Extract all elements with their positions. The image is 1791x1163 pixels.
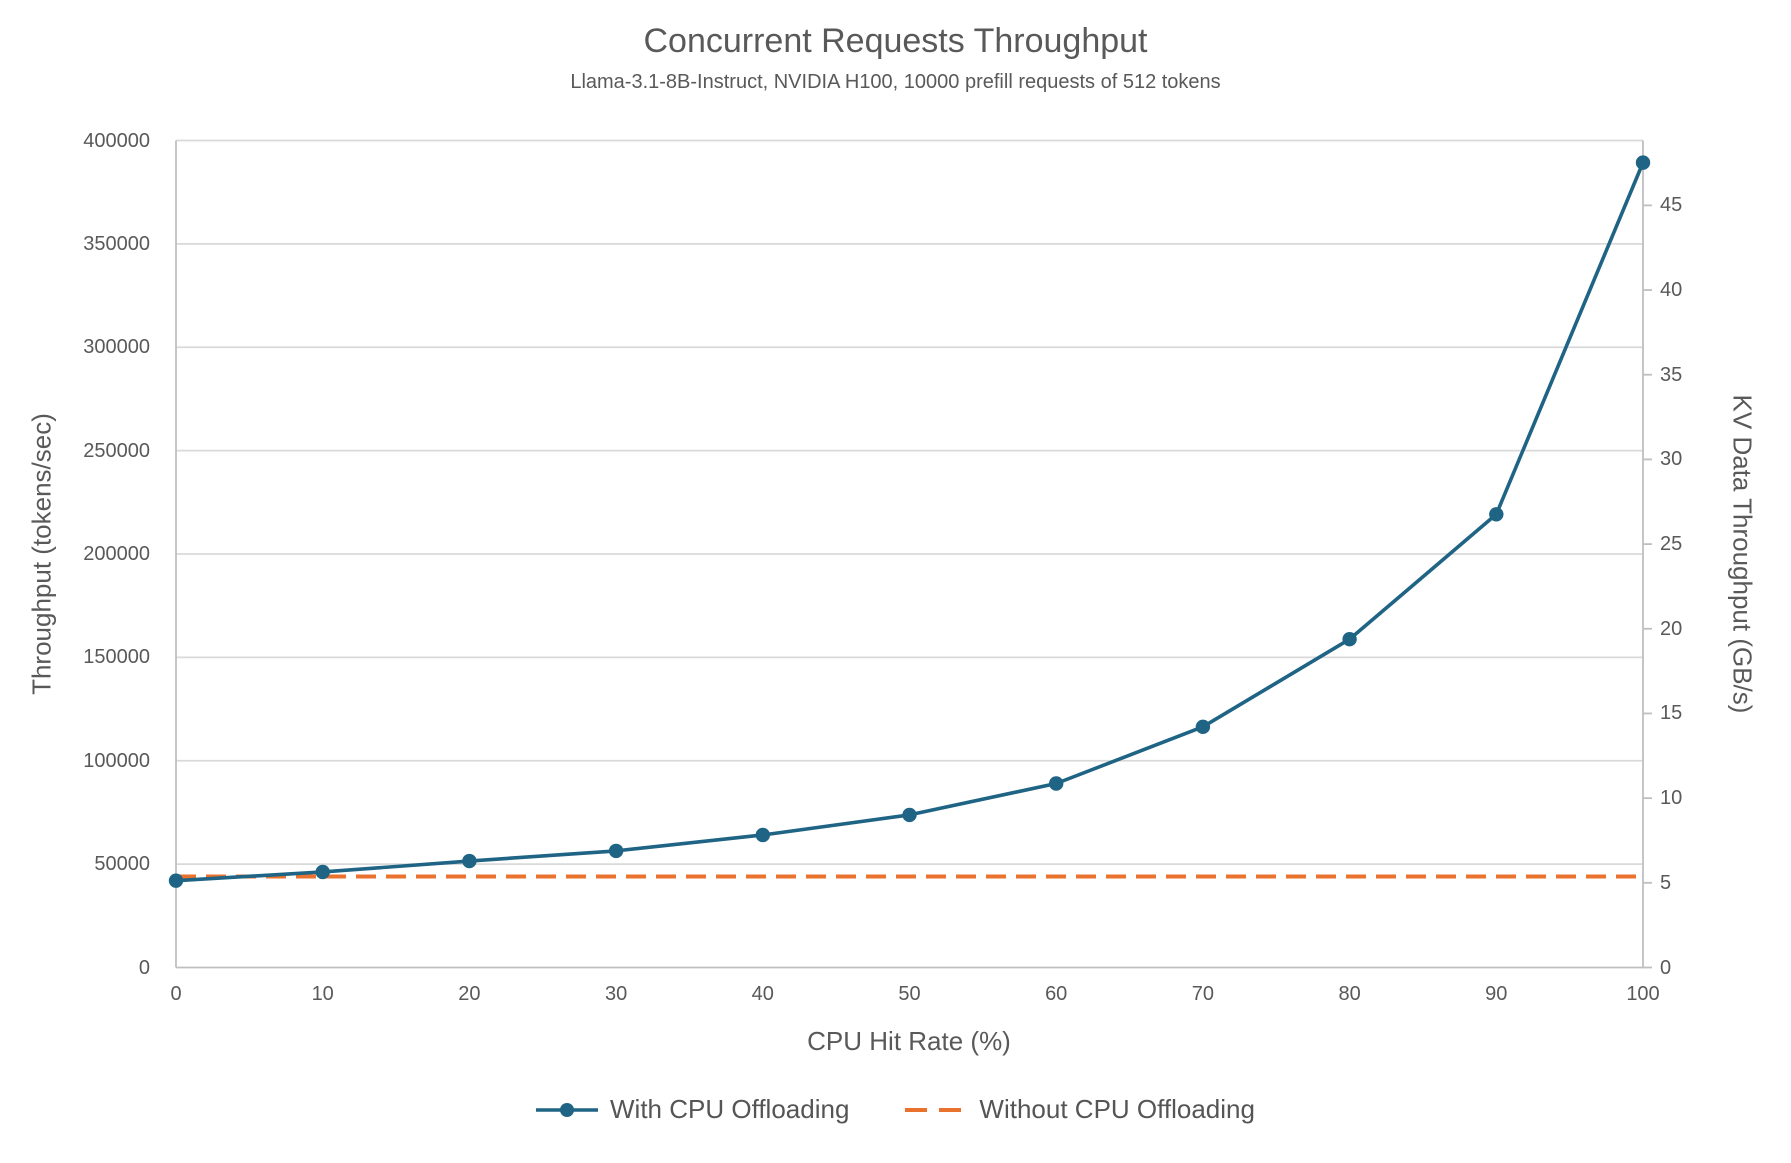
data-point-marker	[315, 864, 330, 880]
data-point-marker	[755, 827, 770, 843]
legend-label-with-cpu-offloading: With CPU Offloading	[610, 1094, 850, 1124]
data-point-marker	[1342, 631, 1357, 647]
data-point-marker	[1195, 719, 1211, 735]
legend-label-without-cpu-offloading: Without CPU Offloading	[979, 1094, 1255, 1124]
chart-subtitle: Llama-3.1-8B-Instruct, NVIDIA H100, 1000…	[570, 71, 1221, 93]
x-axis-title: CPU Hit Rate (%)	[807, 1026, 1011, 1056]
data-point-marker	[168, 873, 184, 888]
right-axis-title: KV Data Throughput (GB/s)	[1727, 394, 1758, 714]
data-point-marker	[1635, 155, 1651, 170]
data-point-marker	[462, 853, 477, 869]
chart-title: Concurrent Requests Throughput	[643, 22, 1148, 60]
legend-line-marker-sample	[536, 1102, 599, 1117]
with-cpu-offloading-line	[175, 161, 1645, 883]
data-point-marker	[608, 843, 624, 859]
legend-item-without-cpu-offloading: Without CPU Offloading	[905, 1094, 1255, 1125]
legend-item-with-cpu-offloading: With CPU Offloading	[536, 1094, 849, 1125]
data-point-marker	[1049, 776, 1064, 791]
data-point-marker	[1489, 507, 1504, 522]
data-point-marker	[902, 807, 917, 823]
left-axis-title: Throughput (tokens/sec)	[26, 413, 57, 695]
legend-marker-sample	[560, 1102, 575, 1117]
legend: With CPU Offloading Without CPU Offloadi…	[0, 1094, 1791, 1125]
legend-dashed-line-sample	[905, 1107, 968, 1112]
